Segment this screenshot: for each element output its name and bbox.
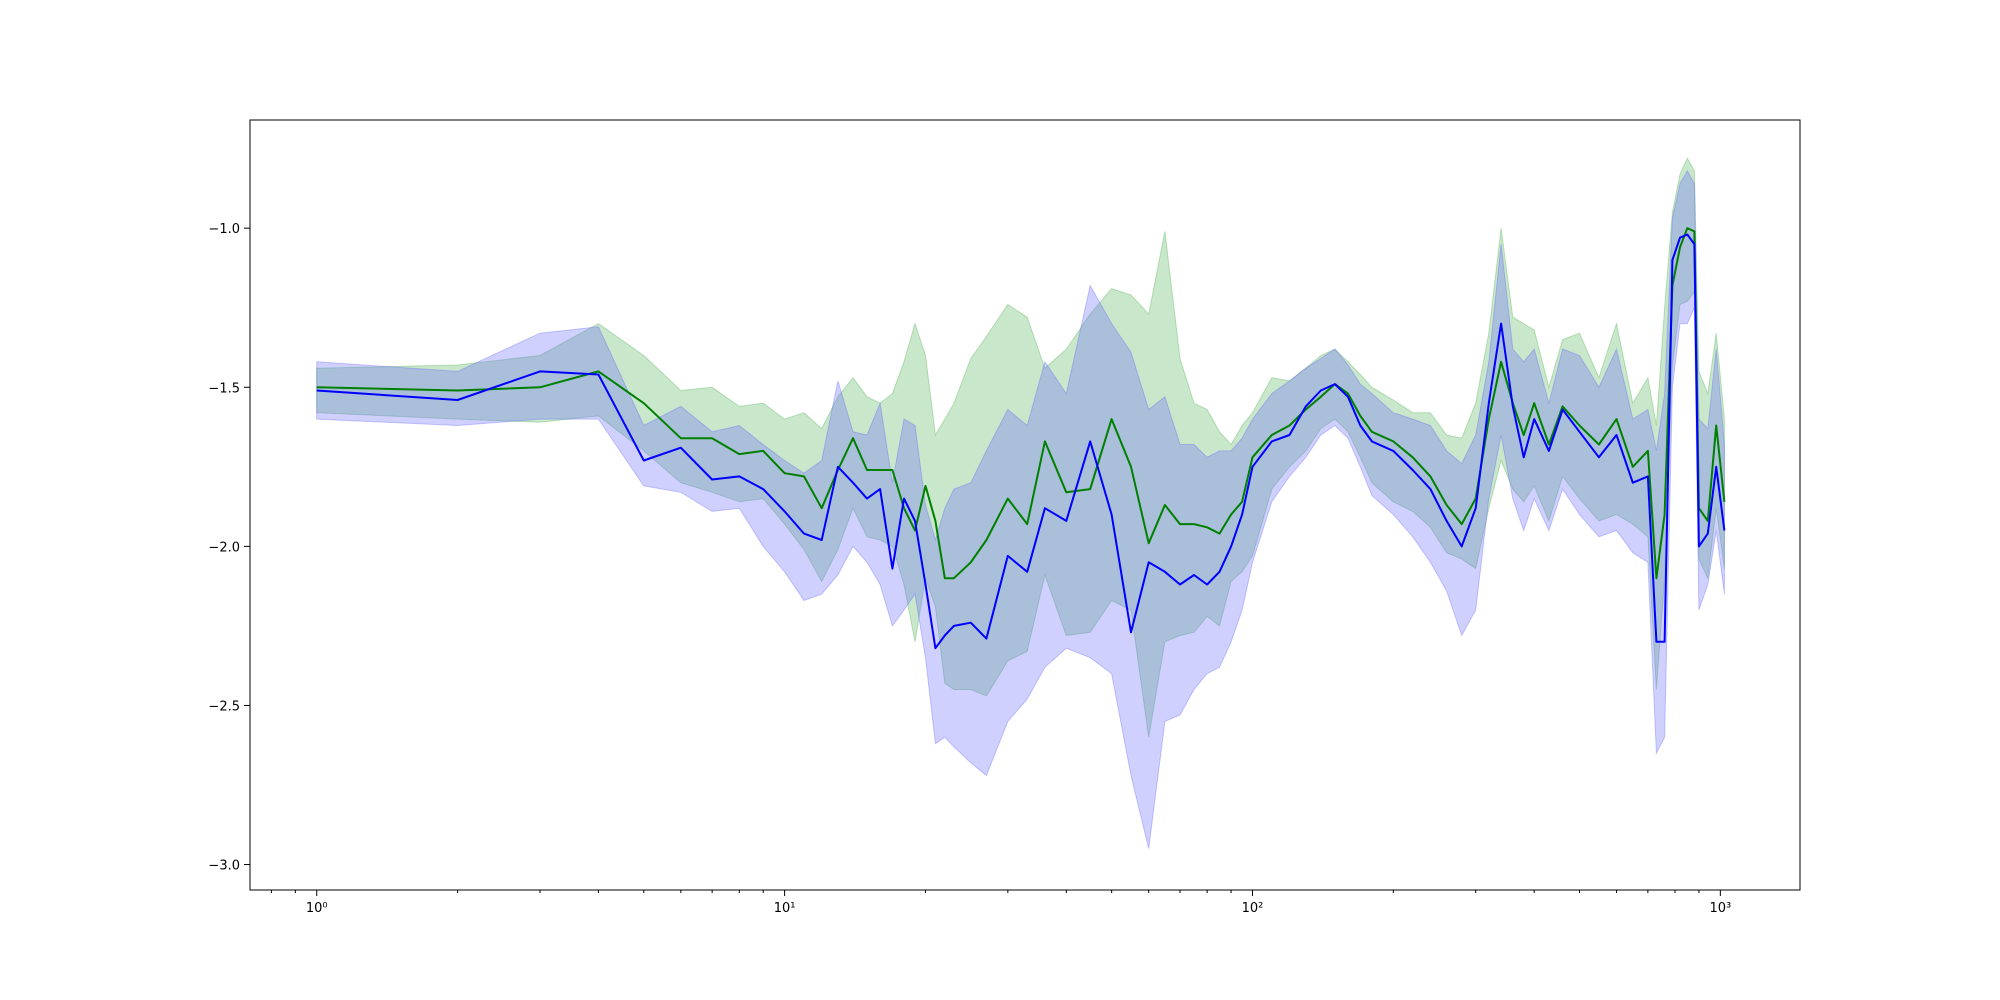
x-tick-label: 10⁰	[306, 901, 328, 916]
y-tick-label: −1.5	[208, 381, 240, 396]
x-tick-label: 10³	[1709, 901, 1731, 916]
band-series-1	[316, 157, 1725, 738]
confidence-bands	[316, 157, 1725, 849]
x-tick-label: 10¹	[774, 901, 796, 916]
line-series-2	[316, 233, 1726, 650]
series-lines	[316, 227, 1726, 650]
y-tick-label: −2.0	[208, 540, 240, 555]
line-series-1	[316, 227, 1726, 580]
x-axis: 10⁰ 10¹ 10² 10³	[270, 890, 1731, 916]
y-tick-label: −2.5	[208, 699, 240, 714]
plot-frame	[249, 119, 1801, 891]
y-axis: −1.0 −1.5 −2.0 −2.5 −3.0	[208, 222, 250, 874]
y-tick-label: −1.0	[208, 222, 240, 237]
y-tick-label: −3.0	[208, 859, 240, 874]
x-tick-label: 10²	[1242, 901, 1264, 916]
band-series-2	[316, 169, 1725, 849]
